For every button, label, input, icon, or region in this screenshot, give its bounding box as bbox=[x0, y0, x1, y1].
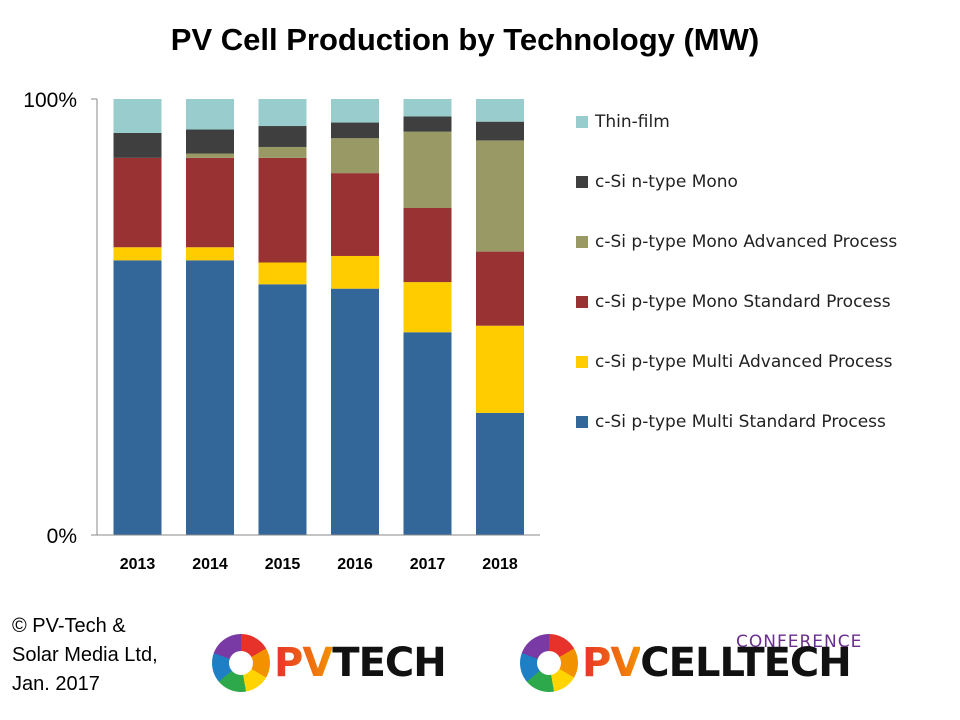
bar-segment-2016-series-2 bbox=[331, 173, 379, 256]
pvtech-logo: PVTECH bbox=[212, 634, 447, 692]
bar-segment-2018-series-4 bbox=[476, 121, 524, 141]
x-tick-label: 2015 bbox=[265, 556, 301, 573]
x-tick-label: 2013 bbox=[120, 556, 156, 573]
bar-segment-2013-series-5 bbox=[113, 99, 162, 134]
bar-segment-2015-series-2 bbox=[258, 157, 307, 263]
legend-label: Thin-film bbox=[595, 112, 670, 132]
bar-segment-2018-series-0 bbox=[476, 412, 524, 535]
bar-segment-2018-series-1 bbox=[476, 325, 524, 413]
legend-swatch bbox=[576, 296, 588, 308]
bar-segment-2016-series-1 bbox=[331, 255, 379, 289]
bar-segment-2014-series-3 bbox=[186, 153, 234, 158]
bar-segment-2017-series-0 bbox=[403, 332, 452, 535]
legend-swatch bbox=[576, 416, 588, 428]
bar-segment-2015-series-1 bbox=[258, 262, 307, 285]
y-tick-label: 100% bbox=[23, 89, 77, 112]
legend-swatch bbox=[576, 356, 588, 368]
legend-item: c-Si p-type Multi Advanced Process bbox=[576, 350, 893, 374]
legend-label: c-Si p-type Mono Advanced Process bbox=[595, 232, 898, 252]
legend-label: c-Si n-type Mono bbox=[595, 172, 738, 192]
bar-segment-2015-series-0 bbox=[258, 284, 307, 535]
pvcelltech-conference-word: CONFERENCE bbox=[736, 632, 863, 652]
bar-segment-2013-series-0 bbox=[113, 260, 162, 535]
bar-segment-2014-series-0 bbox=[186, 260, 234, 535]
bar-segment-2015-series-5 bbox=[258, 99, 307, 127]
bar-segment-2013-series-4 bbox=[113, 133, 162, 158]
legend-item: c-Si p-type Multi Standard Process bbox=[576, 410, 886, 434]
bar-segment-2015-series-4 bbox=[258, 126, 307, 147]
bar-segment-2016-series-5 bbox=[331, 99, 379, 123]
x-tick-label: 2017 bbox=[410, 556, 446, 573]
bar-segment-2014-series-4 bbox=[186, 129, 234, 154]
legend-label: c-Si p-type Mono Standard Process bbox=[595, 292, 891, 312]
bar-segment-2017-series-1 bbox=[403, 282, 452, 333]
bar-segment-2017-series-3 bbox=[403, 131, 452, 208]
pvcelltech-logo-icon bbox=[520, 634, 578, 692]
chart-title: PV Cell Production by Technology (MW) bbox=[170, 22, 760, 57]
bar-segment-2016-series-0 bbox=[331, 288, 379, 535]
legend-swatch bbox=[576, 116, 588, 128]
bar-segment-2013-series-1 bbox=[113, 247, 162, 261]
pvcelltech-logo-text: PVCELLTECH bbox=[582, 640, 852, 686]
legend-item: c-Si p-type Mono Advanced Process bbox=[576, 230, 897, 254]
legend-item: Thin-film bbox=[576, 110, 670, 134]
pvtech-logo-text: PVTECH bbox=[274, 640, 447, 686]
legend-label: c-Si p-type Multi Standard Process bbox=[595, 412, 886, 432]
legend-swatch bbox=[576, 236, 588, 248]
x-tick-label: 2018 bbox=[482, 556, 518, 573]
bar-segment-2014-series-1 bbox=[186, 247, 234, 261]
bar-segment-2013-series-2 bbox=[113, 157, 162, 248]
bar-segment-2016-series-4 bbox=[331, 122, 379, 139]
bar-segment-2018-series-3 bbox=[476, 140, 524, 252]
x-tick-label: 2014 bbox=[192, 556, 228, 573]
bar-segment-2015-series-3 bbox=[258, 146, 307, 158]
legend-item: c-Si p-type Mono Standard Process bbox=[576, 290, 891, 314]
pvcelltech-logo: PVCELLTECH bbox=[520, 634, 852, 692]
legend-swatch bbox=[576, 176, 588, 188]
bar-segment-2014-series-2 bbox=[186, 157, 234, 248]
y-tick-label: 0% bbox=[47, 525, 77, 548]
pvtech-logo-icon bbox=[212, 634, 270, 692]
stacked-bar-chart: 2013 2014 2015 2016 2017 2018 100% 0% bbox=[23, 89, 540, 573]
bar-segment-2018-series-2 bbox=[476, 251, 524, 326]
copyright-notice: © PV-Tech & Solar Media Ltd, Jan. 2017 bbox=[12, 615, 158, 695]
bar-segment-2017-series-4 bbox=[403, 116, 452, 132]
bar-segment-2018-series-5 bbox=[476, 99, 524, 122]
bar-segment-2014-series-5 bbox=[186, 99, 234, 130]
legend-item: c-Si n-type Mono bbox=[576, 170, 738, 194]
bar-segment-2017-series-5 bbox=[403, 99, 452, 117]
bar-segment-2016-series-3 bbox=[331, 138, 379, 174]
bar-segment-2017-series-2 bbox=[403, 208, 452, 283]
legend-label: c-Si p-type Multi Advanced Process bbox=[595, 352, 893, 372]
x-tick-label: 2016 bbox=[337, 556, 373, 573]
